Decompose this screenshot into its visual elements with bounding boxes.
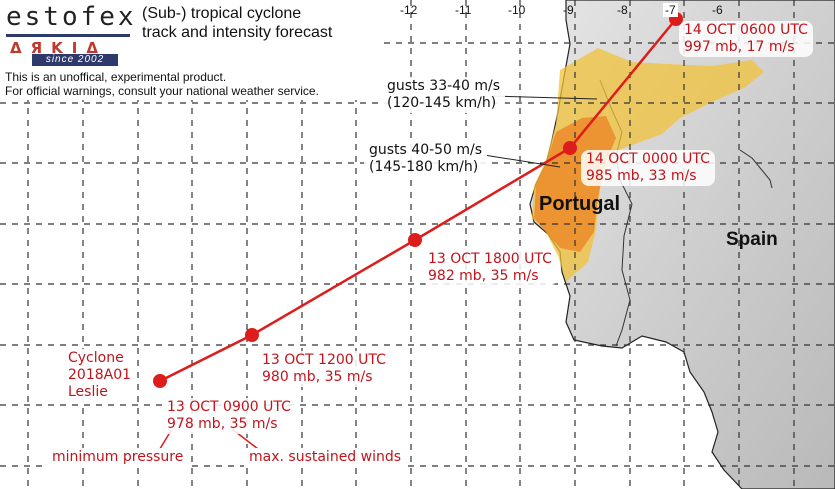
logo-text: estofex	[6, 2, 137, 32]
disclaimer-line-2: For official warnings, consult your nati…	[5, 84, 319, 98]
gust-label-line-1: gusts 33-40 m/s	[387, 78, 501, 94]
cyclone-name-line-3: Leslie	[68, 384, 108, 400]
lon-tick-label: -8	[617, 3, 628, 17]
header-panel: estofex ΔЯΚΙΔ since 2002 (Sub-) tropical…	[0, 0, 380, 100]
track-label-info: 982 mb, 35 m/s	[428, 268, 539, 284]
track-point	[408, 233, 422, 247]
logo-glyphs: ΔЯΚΙΔ	[10, 39, 107, 57]
country-label-spain: Spain	[726, 229, 778, 250]
legend-minimum-pressure: minimum pressure	[47, 448, 189, 467]
track-label-info: 997 mb, 17 m/s	[684, 39, 795, 55]
track-label-time: 14 OCT 0000 UTC	[586, 151, 710, 167]
track-label-time: 13 OCT 0900 UTC	[167, 399, 291, 415]
cyclone-name: Cyclone 2018A01 Leslie	[63, 349, 137, 402]
track-label-time: 13 OCT 1800 UTC	[428, 251, 552, 267]
track-label-14oct-0600: 14 OCT 0600 UTC 997 mb, 17 m/s	[679, 21, 813, 57]
gust-label-line-2: (145-180 km/h)	[369, 159, 479, 175]
lon-tick-label: -6	[712, 3, 723, 17]
leader-line	[483, 154, 561, 168]
coast-south-spain	[739, 149, 773, 189]
title-line-1: (Sub-) tropical cyclone	[142, 5, 302, 22]
disclaimer-line-1: This is an unoffical, experimental produ…	[5, 70, 227, 84]
track-point	[153, 374, 167, 388]
logo-underline	[6, 34, 130, 37]
lon-tick-label: -9	[563, 3, 574, 17]
disclaimer: This is an unoffical, experimental produ…	[5, 70, 319, 98]
track-label-time: 13 OCT 1200 UTC	[262, 352, 386, 368]
track-label-info: 985 mb, 33 m/s	[586, 168, 697, 184]
logo-since: since 2002	[32, 54, 118, 66]
leader-line	[491, 95, 598, 100]
country-label-portugal: Portugal	[539, 193, 621, 215]
track-label-info: 980 mb, 35 m/s	[262, 369, 373, 385]
track-label-info: 978 mb, 35 m/s	[167, 416, 278, 432]
lon-tick-label: -7	[663, 3, 678, 17]
gust-label-line-2: (120-145 km/h)	[387, 95, 497, 111]
legend-max-sustained-winds: max. sustained winds	[244, 448, 407, 467]
track-point	[563, 141, 577, 155]
cyclone-name-line-1: Cyclone	[68, 350, 124, 366]
title-line-2: track and intensity forecast	[142, 24, 333, 41]
gust-label-33-40: gusts 33-40 m/s (120-145 km/h)	[382, 77, 506, 113]
track-label-13oct-0900: 13 OCT 0900 UTC 978 mb, 35 m/s	[162, 398, 296, 434]
track-point	[245, 328, 259, 342]
cyclone-name-line-2: 2018A01	[68, 367, 132, 383]
map-title: (Sub-) tropical cyclone track and intens…	[142, 4, 332, 42]
lon-tick-label: -11	[455, 3, 472, 17]
track-label-time: 14 OCT 0600 UTC	[684, 22, 808, 38]
track-label-13oct-1200: 13 OCT 1200 UTC 980 mb, 35 m/s	[257, 351, 391, 387]
lon-tick-label: -12	[400, 3, 418, 17]
gust-label-line-1: gusts 40-50 m/s	[369, 142, 483, 158]
gust-label-40-50: gusts 40-50 m/s (145-180 km/h)	[364, 141, 488, 177]
track-label-14oct-0000: 14 OCT 0000 UTC 985 mb, 33 m/s	[581, 150, 715, 186]
track-label-13oct-1800: 13 OCT 1800 UTC 982 mb, 35 m/s	[423, 250, 557, 286]
lon-tick-label: -10	[508, 3, 526, 17]
